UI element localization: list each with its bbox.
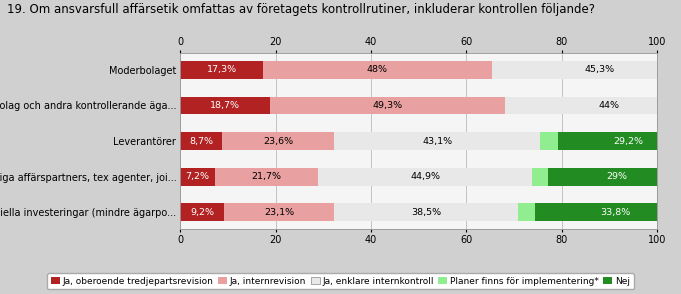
Bar <box>558 132 681 150</box>
Bar <box>180 61 263 79</box>
Bar <box>548 168 681 186</box>
Text: 44,9%: 44,9% <box>410 172 440 181</box>
Bar <box>224 203 334 221</box>
Bar <box>518 203 535 221</box>
Bar <box>215 168 318 186</box>
Bar <box>535 203 681 221</box>
Text: 44%: 44% <box>599 101 620 110</box>
Text: 43,1%: 43,1% <box>422 137 452 146</box>
Bar <box>492 61 681 79</box>
Text: 9,2%: 9,2% <box>191 208 215 217</box>
Text: 49,3%: 49,3% <box>372 101 402 110</box>
Text: 19. Om ansvarsfull affärsetik omfattas av företagets kontrollrutiner, inkluderar: 19. Om ansvarsfull affärsetik omfattas a… <box>7 3 595 16</box>
Text: 48%: 48% <box>367 65 388 74</box>
Bar <box>180 132 222 150</box>
Bar <box>180 168 215 186</box>
Bar <box>270 96 505 114</box>
Text: 18,7%: 18,7% <box>210 101 240 110</box>
Text: 23,1%: 23,1% <box>264 208 294 217</box>
Bar <box>180 203 224 221</box>
Text: 38,5%: 38,5% <box>411 208 441 217</box>
Legend: Ja, oberoende tredjepartsrevision, Ja, internrevision, Ja, enklare internkontrol: Ja, oberoende tredjepartsrevision, Ja, i… <box>47 273 634 290</box>
Text: 29%: 29% <box>606 172 627 181</box>
Text: 23,6%: 23,6% <box>263 137 294 146</box>
Text: 45,3%: 45,3% <box>585 65 615 74</box>
Bar <box>533 168 548 186</box>
Bar <box>540 132 558 150</box>
Bar <box>334 203 518 221</box>
Text: 33,8%: 33,8% <box>600 208 631 217</box>
Text: 7,2%: 7,2% <box>186 172 210 181</box>
Bar <box>180 96 270 114</box>
Bar <box>334 132 540 150</box>
Bar <box>263 61 492 79</box>
Text: 29,2%: 29,2% <box>613 137 643 146</box>
Text: 17,3%: 17,3% <box>206 65 237 74</box>
Text: 21,7%: 21,7% <box>251 172 281 181</box>
Bar <box>222 132 334 150</box>
Text: 8,7%: 8,7% <box>189 137 213 146</box>
Bar <box>318 168 533 186</box>
Bar <box>505 96 681 114</box>
